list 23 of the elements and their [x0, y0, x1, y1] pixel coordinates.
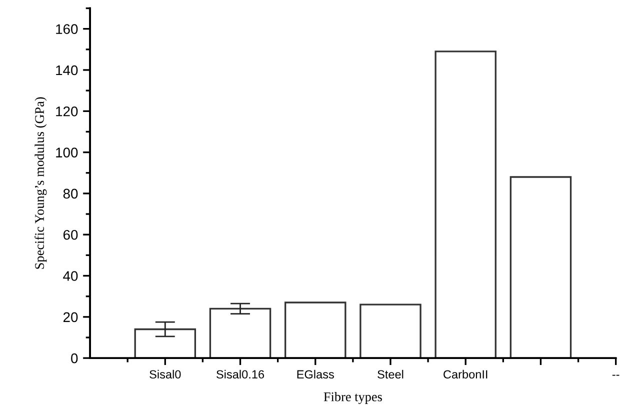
y-tick-label: 0	[71, 353, 78, 364]
y-tick-label: 160	[56, 24, 78, 34]
y-axis-title: Specific Young’s modulus (GPa)	[34, 97, 47, 269]
x-tick-label: EGlass	[297, 370, 334, 379]
x-tick-label: --	[612, 374, 620, 376]
bar	[134, 328, 196, 358]
bar	[510, 176, 572, 358]
bar	[284, 302, 346, 358]
y-tick-label: 60	[63, 230, 78, 240]
x-axis-title: Fibre types	[324, 392, 382, 404]
x-tick-label: Sisal0	[150, 370, 181, 379]
y-tick-label: 20	[63, 312, 78, 322]
bar	[434, 50, 496, 358]
y-tick-label: 140	[56, 65, 78, 76]
y-tick-label: 40	[63, 271, 78, 281]
x-tick-label: Steel	[378, 370, 404, 379]
bar	[209, 308, 272, 358]
y-tick-label: 100	[56, 148, 78, 158]
x-tick-label: CarbonII	[444, 370, 488, 379]
y-tick-label: 80	[63, 188, 78, 199]
x-tick-label: Sisal0.16	[216, 370, 264, 379]
bar	[360, 304, 422, 358]
y-tick-label: 120	[56, 106, 78, 116]
